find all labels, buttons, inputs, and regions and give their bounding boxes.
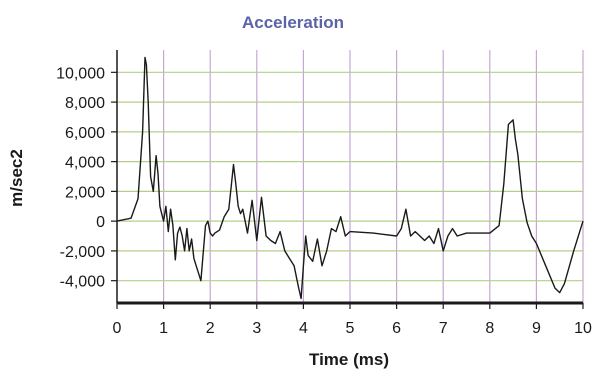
y-tick-label: 2,000 xyxy=(65,184,105,201)
y-tick-labels: 10,000 8,000 6,000 4,000 2,000 0 -2,000 -4,000 xyxy=(56,65,105,290)
x-tick-label: 7 xyxy=(439,320,448,337)
x-axis-label: Time (ms) xyxy=(309,350,389,369)
chart-title: Acceleration xyxy=(242,13,344,32)
vertical-gridlines xyxy=(163,50,584,303)
y-tick-label: 8,000 xyxy=(65,95,105,112)
x-tick-label: 6 xyxy=(392,320,401,337)
y-tick-label: -2,000 xyxy=(60,244,105,261)
series-line-0 xyxy=(116,56,584,300)
y-axis-label: m/sec2 xyxy=(7,149,26,207)
y-tick-label: 0 xyxy=(96,214,105,231)
x-tick-label: 5 xyxy=(346,320,355,337)
x-tick-label: 10 xyxy=(574,320,592,337)
x-tick-label: 4 xyxy=(299,320,308,337)
x-tick-label: 2 xyxy=(206,320,215,337)
x-tick-label: 9 xyxy=(532,320,541,337)
axes xyxy=(111,50,584,309)
x-tick-label: 0 xyxy=(113,320,122,337)
y-tick-label: 4,000 xyxy=(65,155,105,172)
series-layer xyxy=(116,56,584,300)
x-tick-label: 8 xyxy=(485,320,494,337)
y-tick-label: -4,000 xyxy=(60,274,105,291)
x-tick-labels: 0 1 2 3 4 5 6 7 8 9 10 xyxy=(113,320,592,337)
x-tick-label: 1 xyxy=(159,320,168,337)
y-tick-label: 6,000 xyxy=(65,125,105,142)
x-tick-label: 3 xyxy=(252,320,261,337)
y-tick-label: 10,000 xyxy=(56,65,105,82)
